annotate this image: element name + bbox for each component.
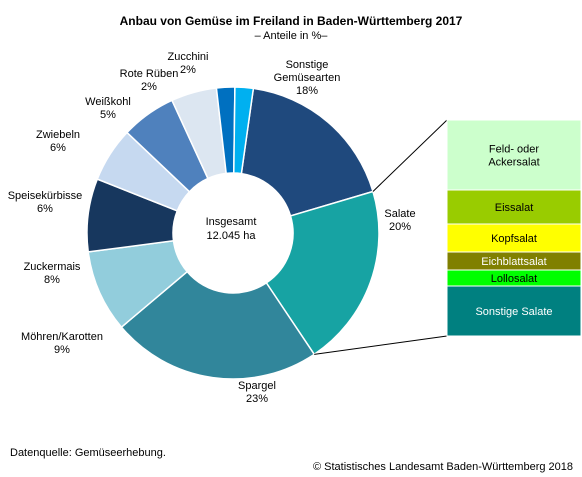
center-label-line2: 12.045 ha xyxy=(207,230,257,242)
slice-spargel xyxy=(120,270,316,380)
bar-segment-feld-oder-ackersalat xyxy=(446,119,582,191)
bar-label-eichblattsalat: Eichblattsalat xyxy=(481,256,546,268)
bar-label-sonstige-salate: Sonstige Salate xyxy=(475,306,552,318)
breakdown-connector-lines xyxy=(314,119,448,355)
bar-label-eissalat: Eissalat xyxy=(495,202,534,214)
slice-label-zuckermais: Zuckermais 8% xyxy=(24,261,81,286)
salate-breakdown-bar: Feld- oder Ackersalat Eissalat Kopfsalat Eic… xyxy=(446,119,582,337)
slice-label-rote-rueben: Rote Rüben 2% xyxy=(120,68,179,93)
slice-zucchini xyxy=(233,86,255,175)
copyright-note: © Statistisches Landesamt Baden-Württemb… xyxy=(312,461,573,473)
bar-segment-eissalat xyxy=(446,189,582,225)
chart-subtitle: – Anteile in %– xyxy=(254,30,328,42)
slice-salate xyxy=(265,190,380,356)
slice-label-zwiebeln: Zwiebeln 6% xyxy=(36,129,80,154)
slice-label-spargel: Spargel 23% xyxy=(238,380,276,405)
donut-slices xyxy=(86,86,380,380)
slice-label-speisekuerbisse: Speisekürbisse 6% xyxy=(8,190,83,215)
chart-title: Anbau von Gemüse im Freiland in Baden-Wü… xyxy=(119,14,463,28)
slice-label-weisskohl: Weißkohl 5% xyxy=(85,96,131,121)
slice-label-salate: Salate 20% xyxy=(384,208,415,233)
source-note: Datenquelle: Gemüseerhebung. xyxy=(10,447,166,459)
bar-segment-kopfsalat xyxy=(446,223,582,253)
connector-line-top xyxy=(372,119,448,192)
bar-label-lollosalat: Lollosalat xyxy=(491,273,537,285)
slice-labels: Sonstige Gemüsearten 18% Salate 20% Spargel 23… xyxy=(8,51,416,405)
slice-label-sonstige-gemuesearten: Sonstige Gemüsearten 18% xyxy=(274,59,341,97)
slice-sonstige-gemuesearten xyxy=(240,87,374,217)
bar-label-kopfsalat: Kopfsalat xyxy=(491,233,537,245)
slice-label-moehren-karotten: Möhren/Karotten 9% xyxy=(21,331,103,356)
bar-segment-sonstige-salate xyxy=(446,285,582,337)
slice-label-zucchini: Zucchini 2% xyxy=(168,51,209,76)
connector-line-bottom xyxy=(314,335,448,355)
center-label-line1: Insgesamt xyxy=(206,216,257,228)
bar-label-feld-oder-ackersalat: Feld- oder Ackersalat xyxy=(488,144,539,169)
